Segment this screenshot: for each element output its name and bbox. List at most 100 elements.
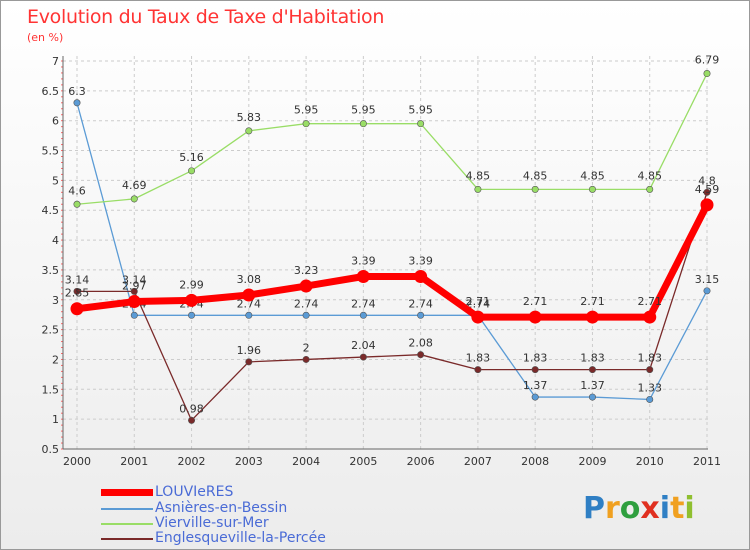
data-label: 3.14 (122, 273, 147, 286)
data-label: 1.33 (637, 381, 662, 394)
data-point (531, 185, 539, 193)
data-point (646, 395, 654, 403)
y-tick-label: 5 (52, 174, 59, 187)
logo-letter: o (619, 491, 641, 526)
data-label: 2 (303, 341, 310, 354)
data-label: 2.74 (294, 297, 319, 310)
y-tick-label: 4 (52, 234, 59, 247)
data-point (703, 188, 711, 196)
data-label: 4.69 (122, 179, 147, 192)
data-label: 6.79 (695, 54, 720, 67)
data-point (417, 351, 425, 359)
data-label: 4.85 (637, 169, 662, 182)
x-tick-label: 2003 (235, 455, 263, 468)
legend-swatch (101, 508, 153, 510)
data-label: 2.74 (466, 297, 491, 310)
legend-label: LOUVIeRES (155, 484, 234, 500)
data-point (359, 311, 367, 319)
data-point (700, 198, 714, 212)
data-label: 2.71 (637, 295, 662, 308)
y-tick-label: 6.5 (42, 85, 60, 98)
series-line-1 (76, 102, 708, 401)
data-label: 4.85 (580, 169, 605, 182)
data-label: 2.71 (580, 295, 605, 308)
data-point (185, 293, 199, 307)
x-tick-label: 2011 (693, 455, 721, 468)
logo-letter: P (583, 491, 605, 526)
data-label: 3.39 (408, 254, 433, 267)
data-point (531, 366, 539, 374)
data-point (130, 311, 138, 319)
data-point (643, 310, 657, 324)
data-label: 4.85 (523, 169, 548, 182)
logo-letter: i (684, 491, 695, 526)
data-point (528, 310, 542, 324)
data-label: 5.95 (351, 104, 376, 117)
data-point (73, 200, 81, 208)
data-point (302, 311, 310, 319)
data-point (130, 195, 138, 203)
series-line-2 (76, 73, 708, 205)
y-tick-label: 5.5 (42, 145, 60, 158)
series-line-3 (77, 192, 708, 421)
data-point (188, 416, 196, 424)
x-tick-label: 2010 (636, 455, 664, 468)
data-label: 4.8 (698, 174, 716, 187)
plot-area (63, 56, 708, 449)
data-label: 2.85 (65, 287, 90, 300)
x-tick-label: 2007 (464, 455, 492, 468)
chart-subtitle: (en %) (27, 31, 64, 44)
data-point (703, 70, 711, 78)
data-point (188, 167, 196, 175)
data-label: 1.37 (580, 379, 605, 392)
data-point (417, 311, 425, 319)
data-label: 2.71 (523, 295, 548, 308)
data-point (73, 99, 81, 107)
data-point (73, 287, 81, 295)
data-point (588, 393, 596, 401)
x-tick-label: 2005 (349, 455, 377, 468)
data-label: 2.74 (351, 297, 376, 310)
data-point (417, 120, 425, 128)
legend-label: Englesqueville-la-Percée (155, 530, 326, 546)
data-point (302, 355, 310, 363)
data-label: 1.83 (637, 352, 662, 365)
data-point (359, 120, 367, 128)
data-label: 1.83 (580, 352, 605, 365)
data-point (588, 366, 596, 374)
logo-letter: t (670, 491, 685, 526)
legend-label: Asnières-en-Bessin (155, 500, 288, 516)
data-label: 2.74 (237, 297, 262, 310)
data-label: 3.23 (294, 264, 319, 277)
data-point (703, 287, 711, 295)
series-line-0 (76, 203, 711, 321)
data-label: 2.71 (466, 295, 491, 308)
data-label: 1.96 (237, 344, 262, 357)
data-label: 4.85 (466, 169, 491, 182)
data-point (302, 120, 310, 128)
x-tick-label: 2006 (407, 455, 435, 468)
data-point (130, 287, 138, 295)
data-point (356, 269, 370, 283)
data-point (245, 127, 253, 135)
data-point (299, 279, 313, 293)
y-tick-label: 6 (52, 115, 59, 128)
x-tick-label: 2008 (521, 455, 549, 468)
legend-swatch (101, 523, 153, 525)
y-tick-label: 7 (52, 55, 59, 68)
data-point (127, 295, 141, 309)
x-tick-label: 2002 (178, 455, 206, 468)
data-label: 4.6 (68, 184, 86, 197)
y-tick-label: 2.5 (42, 324, 60, 337)
data-label: 3.15 (695, 273, 720, 286)
x-tick-label: 2009 (578, 455, 606, 468)
data-point (646, 366, 654, 374)
data-point (414, 269, 428, 283)
logo-letter: i (659, 491, 671, 526)
data-label: 1.37 (523, 379, 548, 392)
data-point (585, 310, 599, 324)
legend-swatch (101, 538, 153, 540)
data-label: 3.14 (65, 273, 90, 286)
data-point (242, 288, 256, 302)
